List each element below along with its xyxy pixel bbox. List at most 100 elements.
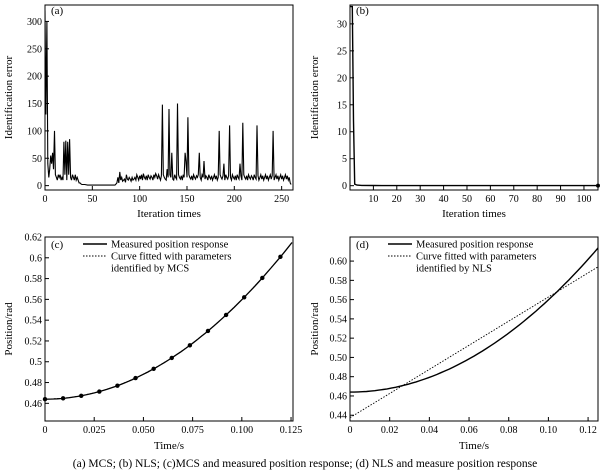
panel-a-identification-error-mcs: 0 50 100 150 200 250 0 50 100 150 200 250 300 Iterati… [3, 4, 294, 220]
x-tick-label: 70 [509, 194, 519, 205]
x-tick-label: 0 [43, 194, 48, 205]
panel-label: (b) [356, 5, 369, 17]
legend-measured-label: Measured position response [111, 240, 229, 251]
fitted-point-marker [133, 375, 138, 381]
x-tick-label: 150 [179, 194, 194, 205]
panel-c-position-response-mcs: 0 0.025 0.050 0.075 0.100 0.125 0.46 0.48 0.5 0.5… [3, 233, 302, 453]
y-tick-label: 150 [27, 99, 42, 110]
x-tick-label: 0.02 [381, 425, 399, 436]
x-axis-label: Iteration times [442, 208, 506, 220]
x-tick-label: 250 [274, 194, 289, 205]
x-tick-label: 30 [415, 194, 425, 205]
y-tick-label: 5 [342, 154, 347, 165]
panel-b-identification-error-nls: 10 20 30 40 50 60 70 80 90 100 0 5 10 15 20 25 30 Iterati… [309, 4, 600, 220]
fitted-line-nls [349, 266, 599, 419]
y-axis-label: Identification error [309, 55, 321, 139]
y-axis-label: Position/rad [3, 302, 15, 356]
x-tick-label: 20 [392, 194, 402, 205]
y-tick-label: 0.52 [330, 334, 348, 345]
y-tick-label: 100 [27, 126, 42, 137]
y-tick-label: 0.54 [330, 314, 348, 325]
y-tick-label: 250 [27, 44, 42, 55]
y-tick-label: 0.46 [25, 399, 43, 410]
x-tick-label: 60 [485, 194, 495, 205]
y-tick-label: 0.44 [330, 411, 348, 422]
legend-fitted-label-line2: identified by MCS [111, 264, 189, 275]
legend-fitted-label: Curve fitted with parameters [111, 252, 231, 263]
fitted-point-marker [151, 366, 156, 372]
x-tick-label: 0.025 [83, 425, 106, 436]
y-tick-label: 0.46 [330, 391, 348, 402]
x-tick-label: 0 [43, 425, 48, 436]
x-tick-label: 0 [348, 425, 353, 436]
legend-fitted-label: Curve fitted with parameters [416, 252, 536, 263]
legend-fitted-label-line2: identified by NLS [416, 264, 492, 275]
x-axis-label: Time/s [154, 440, 184, 452]
panel-label: (a) [51, 5, 64, 17]
y-axis-label: Identification error [3, 55, 15, 139]
y-tick-label: 0.54 [25, 316, 43, 327]
fitted-point-marker [97, 389, 102, 394]
error-series-line [45, 10, 292, 186]
x-tick-label: 0.050 [132, 425, 155, 436]
x-tick-label: 100 [576, 194, 591, 205]
y-tick-label: 0.48 [25, 378, 43, 389]
y-tick-label: 15 [337, 100, 347, 111]
x-tick-label: 80 [532, 194, 542, 205]
x-tick-label: 40 [439, 194, 449, 205]
x-axis-label: Time/s [459, 440, 489, 452]
fitted-point-marker [60, 396, 66, 401]
plot-frame [349, 236, 599, 422]
fitted-point-marker [115, 383, 120, 388]
x-tick-label: 50 [87, 194, 97, 205]
panel-label: (c) [51, 239, 64, 251]
x-tick-label: 0.04 [421, 425, 439, 436]
y-tick-label: 0.50 [330, 353, 348, 364]
y-tick-label: 0.62 [25, 233, 43, 244]
fitted-point-marker [42, 396, 48, 402]
fitted-point-marker [79, 393, 84, 399]
x-axis-label: Iteration times [137, 208, 201, 220]
figure-caption: (a) MCS; (b) NLS; (c)MCS and measured po… [73, 458, 537, 470]
panel-label: (d) [356, 239, 369, 251]
fitted-point-marker [223, 312, 229, 318]
fitted-point-marker [169, 355, 174, 361]
y-tick-label: 0.56 [25, 295, 43, 306]
y-tick-label: 0.58 [25, 274, 43, 285]
x-tick-label: 0.08 [500, 425, 518, 436]
legend-measured-label: Measured position response [416, 240, 534, 251]
y-tick-label: 50 [32, 154, 42, 165]
fitted-point-marker [278, 254, 283, 260]
x-tick-label: 10 [368, 194, 378, 205]
y-tick-label: 0.58 [330, 276, 348, 287]
x-tick-label: 0.12 [579, 425, 597, 436]
y-tick-label: 10 [337, 127, 347, 138]
fitted-point-marker [205, 328, 211, 334]
y-tick-label: 300 [27, 17, 42, 28]
y-tick-label: 200 [27, 72, 42, 83]
x-tick-label: 0.10 [540, 425, 558, 436]
x-tick-label: 200 [227, 194, 242, 205]
y-tick-label: 0.48 [330, 372, 348, 383]
measured-position-curve [45, 242, 293, 400]
y-tick-label: 25 [337, 46, 347, 57]
y-tick-label: 0 [342, 181, 347, 192]
x-tick-label: 50 [462, 194, 472, 205]
panel-d-position-response-nls: 0 0.02 0.04 0.06 0.08 0.10 0.12 0.44 0.46 0.48 0.5… [309, 236, 599, 452]
x-tick-label: 0.125 [280, 425, 303, 436]
x-tick-label: 100 [132, 194, 147, 205]
fitted-curve-mcs [44, 256, 281, 400]
plot-frame [349, 4, 599, 191]
fitted-point-marker [187, 343, 193, 348]
x-tick-label: 90 [556, 194, 566, 205]
final-point-marker [596, 183, 600, 188]
y-tick-label: 0.52 [25, 336, 43, 347]
y-tick-label: 30 [337, 19, 347, 30]
y-axis-label: Position/rad [309, 302, 321, 356]
x-tick-label: 0.06 [460, 425, 478, 436]
plot-frame [44, 236, 294, 422]
fitted-point-marker [260, 275, 265, 281]
y-tick-label: 0.6 [30, 253, 43, 264]
x-tick-label: 0.075 [181, 425, 204, 436]
